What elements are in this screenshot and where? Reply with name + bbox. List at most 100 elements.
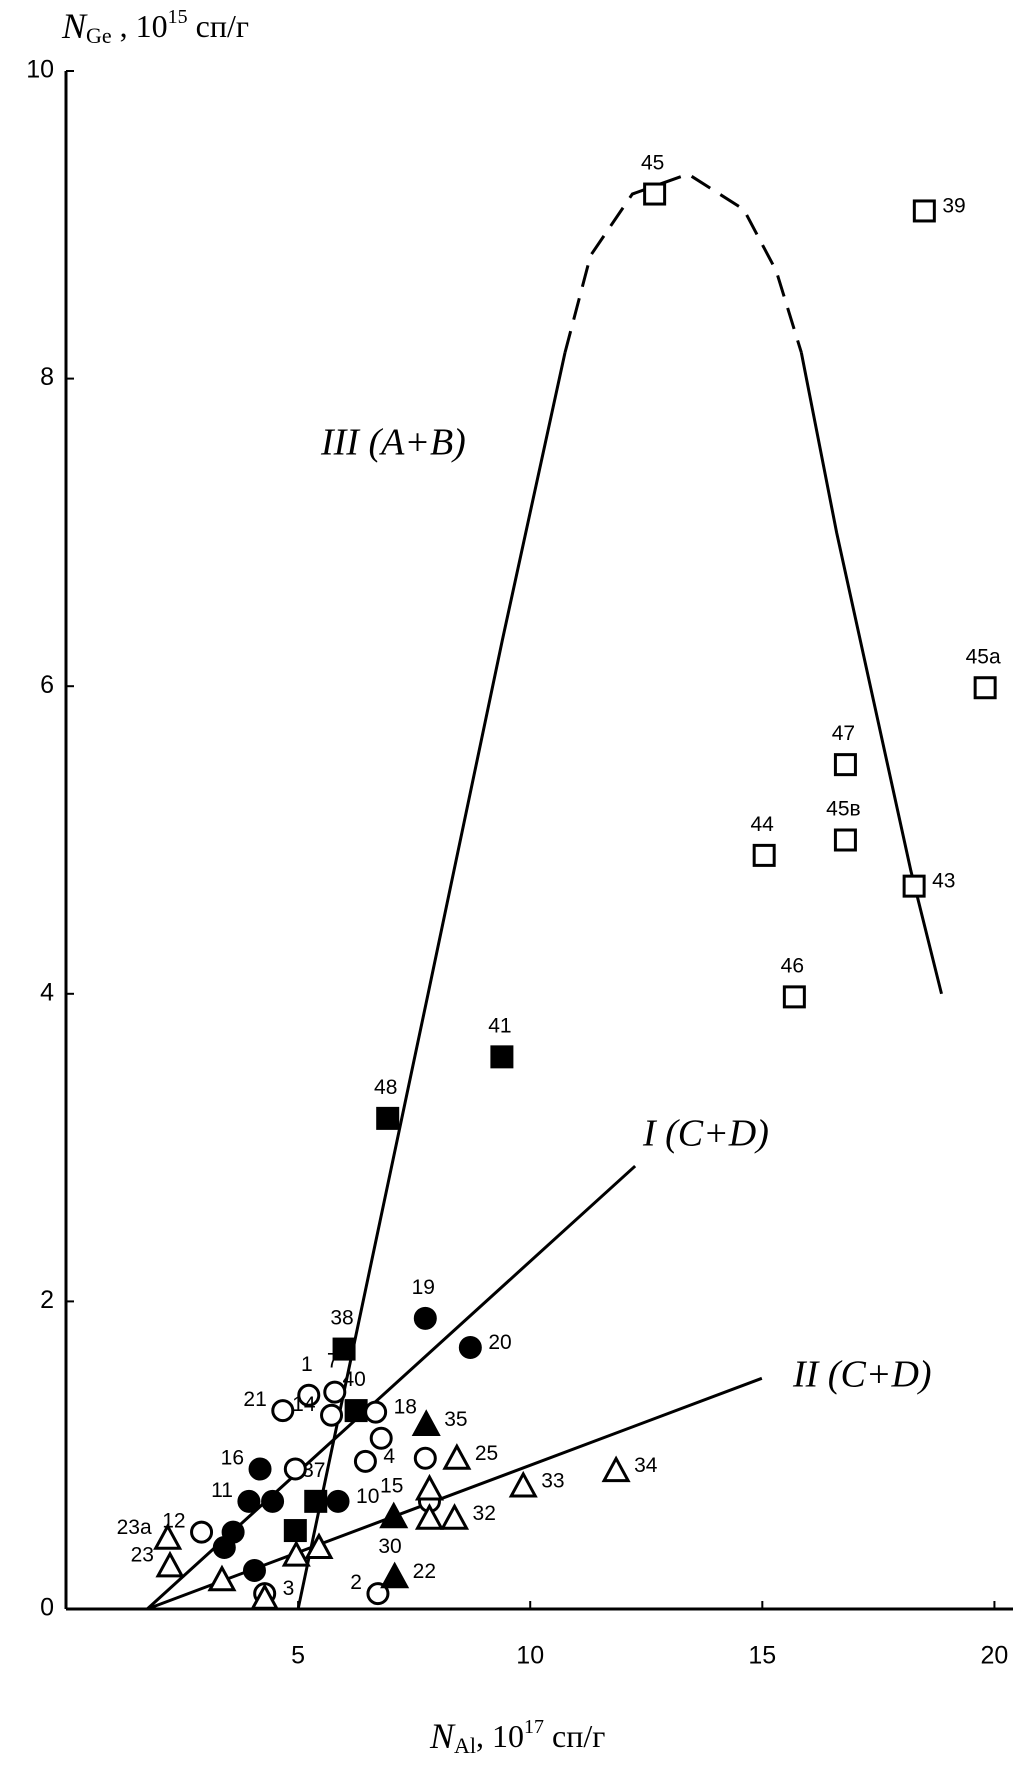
- point-label: 44: [751, 813, 775, 836]
- x-axis-unit: сп/г: [544, 1718, 605, 1754]
- circle-marker: [413, 1306, 437, 1330]
- point-label: 16: [221, 1447, 244, 1470]
- x-axis-symbol: N: [429, 1716, 456, 1756]
- triangle-marker: [414, 1503, 445, 1530]
- circle-marker: [190, 1520, 214, 1544]
- point-label: 43: [932, 870, 955, 893]
- triangle-marker: [207, 1564, 237, 1592]
- point-label: 37: [302, 1459, 325, 1482]
- circle-marker: [261, 1489, 285, 1513]
- circle-marker: [237, 1489, 261, 1513]
- triangle-marker: [442, 1443, 472, 1470]
- point-label: 39: [942, 195, 965, 218]
- x-tick-label: 10: [516, 1642, 544, 1670]
- y-tick-label: 0: [40, 1594, 54, 1622]
- x-axis-unit-base: , 10: [476, 1718, 524, 1754]
- point-label: 32: [473, 1502, 496, 1525]
- point-label: 14: [292, 1393, 316, 1416]
- curve-label: III (A+B): [320, 422, 466, 464]
- point-label: 33: [541, 1470, 564, 1493]
- point-label: 23: [131, 1543, 154, 1566]
- point-label: 25: [475, 1442, 498, 1465]
- point-label: 46: [781, 954, 804, 977]
- point-label: 1: [301, 1353, 313, 1376]
- square-marker: [344, 1399, 368, 1423]
- triangle-marker: [155, 1550, 185, 1578]
- fit-curve: [799, 352, 943, 995]
- square-marker: [752, 843, 776, 867]
- circle-marker: [364, 1400, 388, 1424]
- point-label: 21: [243, 1388, 266, 1411]
- triangle-marker: [379, 1501, 409, 1529]
- square-marker: [833, 753, 857, 777]
- triangle-marker: [508, 1470, 538, 1498]
- circle-marker: [458, 1336, 482, 1360]
- fit-curve: [296, 352, 567, 1610]
- y-axis-unit-exp: 15: [168, 6, 188, 28]
- point-label: 48: [374, 1076, 397, 1099]
- square-marker: [376, 1106, 400, 1130]
- square-marker: [912, 199, 936, 223]
- y-tick-label: 4: [40, 978, 54, 1006]
- triangle-marker: [281, 1540, 311, 1567]
- y-tick-label: 10: [26, 56, 54, 84]
- curve-label: II (C+D): [792, 1354, 932, 1396]
- point-label: 20: [488, 1331, 511, 1354]
- point-label: 4: [383, 1445, 395, 1468]
- square-marker: [833, 828, 857, 852]
- point-label: 40: [342, 1368, 365, 1391]
- triangle-marker: [250, 1583, 280, 1610]
- circle-marker: [297, 1383, 321, 1407]
- x-tick-label: 5: [291, 1642, 305, 1670]
- point-label: 38: [330, 1307, 353, 1330]
- circle-marker: [353, 1449, 377, 1473]
- square-marker: [283, 1519, 307, 1543]
- circle-marker: [413, 1446, 437, 1470]
- square-marker: [902, 874, 926, 898]
- y-tick-label: 8: [40, 363, 54, 391]
- triangle-marker: [440, 1503, 470, 1530]
- square-marker: [490, 1045, 514, 1069]
- triangle-marker: [414, 1473, 445, 1501]
- point-label: 18: [394, 1396, 417, 1419]
- y-axis-title: NGe , 1015 сп/г: [61, 6, 249, 48]
- circle-marker: [326, 1489, 350, 1513]
- y-axis-unit-base: , 10: [112, 8, 168, 44]
- y-axis-unit: сп/г: [188, 8, 249, 44]
- triangle-marker: [304, 1532, 334, 1559]
- x-tick-label: 20: [981, 1642, 1009, 1670]
- point-label: 41: [488, 1014, 511, 1037]
- point-label: 45в: [826, 798, 861, 821]
- y-axis-symbol: N: [61, 6, 88, 46]
- circle-marker: [212, 1535, 236, 1559]
- point-label: 23а: [117, 1516, 152, 1539]
- square-marker: [332, 1337, 356, 1361]
- square-marker: [973, 676, 997, 700]
- circle-marker: [366, 1582, 390, 1606]
- y-axis-subscript: Ge: [86, 23, 112, 48]
- y-tick-label: 2: [40, 1286, 54, 1314]
- circle-marker: [248, 1457, 272, 1481]
- point-label: 47: [832, 722, 855, 745]
- point-label: 15: [380, 1474, 403, 1497]
- point-label: 7: [327, 1350, 339, 1373]
- x-tick-label: 15: [748, 1642, 776, 1670]
- triangle-marker: [380, 1561, 410, 1589]
- point-label: 10: [356, 1485, 379, 1508]
- curve-label: I (C+D): [642, 1113, 769, 1155]
- circle-marker: [323, 1380, 347, 1404]
- triangle-marker: [411, 1409, 441, 1436]
- fit-curve: [563, 172, 803, 353]
- circle-marker: [320, 1403, 344, 1427]
- point-label: 3: [283, 1577, 295, 1600]
- circle-marker: [283, 1457, 307, 1481]
- point-label: 45а: [966, 645, 1001, 668]
- point-label: 11: [211, 1479, 233, 1502]
- point-label: 34: [634, 1454, 658, 1477]
- circle-marker: [271, 1399, 295, 1423]
- x-axis-unit-exp: 17: [524, 1716, 544, 1738]
- x-axis-title: NAl, 1017 сп/г: [429, 1716, 605, 1758]
- y-tick-label: 6: [40, 671, 54, 699]
- square-marker: [643, 182, 667, 206]
